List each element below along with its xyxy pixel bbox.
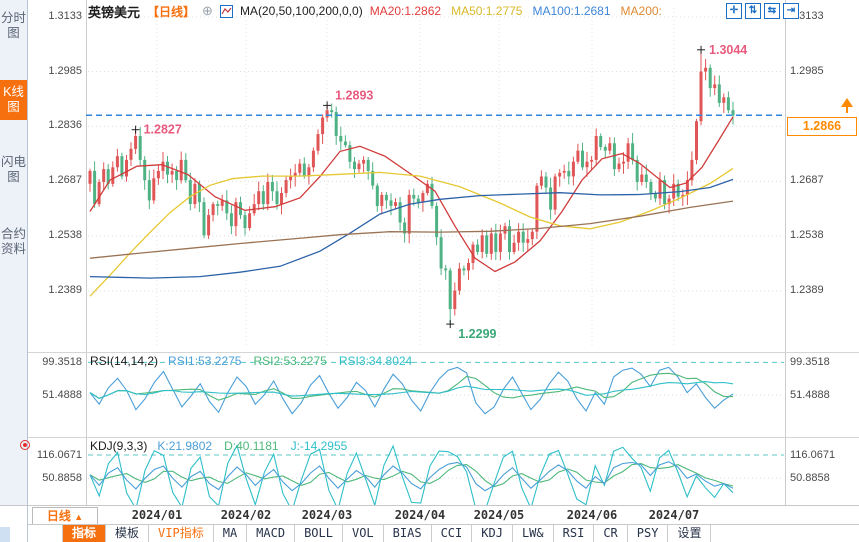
svg-text:1.2827: 1.2827 <box>144 123 182 137</box>
svg-text:1.3044: 1.3044 <box>709 43 747 57</box>
rsi-tick: 51.4888 <box>790 388 830 401</box>
k-readout: K:21.9802 <box>157 439 213 453</box>
period-dropdown-label: 日线 <box>46 509 71 523</box>
date-label: 2024/04 <box>394 508 446 522</box>
kdj-tick: 116.0671 <box>36 449 82 461</box>
rsi3-readout: RSI3:34.8024 <box>338 354 413 368</box>
j-readout: J:-14.2955 <box>290 439 348 453</box>
price-tick: 1.2538 <box>790 229 824 242</box>
ma-parameters: MA(20,50,100,200,0,0) <box>239 4 363 18</box>
tab-psy[interactable]: PSY <box>628 525 669 542</box>
sidebar-tab-contract-info[interactable]: 合约资料 <box>0 227 26 256</box>
rsi-readouts: RSI1:53.2275 RSI2:53.2275 RSI3:34.8024 <box>168 354 412 368</box>
sidebar-tab-lightning-chart[interactable]: 闪电图 <box>0 155 26 184</box>
crosshair-tool-icon[interactable]: ✛ <box>726 3 742 19</box>
price-tick: 1.2985 <box>790 64 824 77</box>
chart-type-sidebar: 分时图 K线图闪电图合约资料 <box>0 0 28 542</box>
corner-chip <box>0 527 10 542</box>
sidebar-tab-time-chart[interactable]: 分时图 <box>0 11 26 40</box>
price-tick: 1.2687 <box>48 174 82 187</box>
sidebar-tab-kline-chart[interactable]: K线图 <box>0 80 27 120</box>
price-tick: 1.2538 <box>48 229 82 242</box>
ma50-readout: MA50:1.2775 <box>451 4 523 18</box>
kdj-tick: 50.8858 <box>790 472 830 484</box>
chart-tools: ✛ ⇅ ⇆ ⇥ <box>726 3 799 19</box>
indicator-style-icon[interactable] <box>219 4 233 18</box>
kdj-chart[interactable] <box>86 438 786 505</box>
kdj-readouts: K:21.9802 D:40.1181 J:-14.2955 <box>157 439 347 453</box>
vip-indicator-icon[interactable] <box>20 440 30 450</box>
rsi-header: RSI(14,14,2) RSI1:53.2275 RSI2:53.2275 RSI… <box>90 354 412 368</box>
scale-axes-icon[interactable]: ⇅ <box>745 3 761 19</box>
chart-header: 英镑美元 【日线】 ⊕ MA(20,50,100,200,0,0) MA20:1… <box>88 2 662 20</box>
price-tick: 1.2389 <box>790 284 824 296</box>
last-price-tag: 1.2866 <box>787 117 857 136</box>
tab-vol[interactable]: VOL <box>343 525 384 542</box>
rsi-chart[interactable] <box>86 353 786 437</box>
rsi-tick: 99.3518 <box>790 356 830 369</box>
tab-rsi[interactable]: RSI <box>554 525 595 542</box>
time-axis-row: 日线 ▲ 2024/01 2024/02 2024/03 2024/04 2024/05… <box>28 505 859 525</box>
tab-vip-indicator[interactable]: VIP指标 <box>149 525 214 542</box>
price-tick: 1.3133 <box>48 10 82 22</box>
indicator-toolbar: 指标 模板 VIP指标 MA MACD BOLL VOL BIAS CCI KDJ LW& RSI CR… <box>28 524 859 542</box>
price-tick: 1.2389 <box>48 284 82 296</box>
d-readout: D:40.1181 <box>224 439 279 453</box>
ma20-readout: MA20:1.2862 <box>369 4 442 18</box>
price-up-arrow-icon <box>841 98 853 107</box>
date-label: 2024/02 <box>220 508 272 522</box>
price-tick: 1.2836 <box>48 119 82 132</box>
tab-settings[interactable]: 设置 <box>668 525 712 542</box>
date-label: 2024/07 <box>648 508 700 522</box>
panel-separator <box>28 352 859 353</box>
pan-axes-icon[interactable]: ⇆ <box>764 3 780 19</box>
tab-template[interactable]: 模板 <box>106 525 150 542</box>
tab-boll[interactable]: BOLL <box>295 525 343 542</box>
price-up-arrow-stem <box>846 107 848 113</box>
tab-macd[interactable]: MACD <box>247 525 296 542</box>
panel-separator <box>28 437 859 438</box>
tab-kdj[interactable]: KDJ <box>472 525 513 542</box>
price-tick: 1.2687 <box>790 174 824 187</box>
goto-latest-icon[interactable]: ⇥ <box>783 3 799 19</box>
date-label: 2024/05 <box>473 508 525 522</box>
period-label: 【日线】 <box>147 4 196 19</box>
main-chart[interactable]: 1.2827 1.2893 1.3044 1.2299 <box>86 0 786 352</box>
tab-cr[interactable]: CR <box>594 525 628 542</box>
kdj-tick: 116.0671 <box>790 449 836 461</box>
rsi1-readout: RSI1:53.2275 <box>168 354 242 368</box>
kdj-header: KDJ(9,3,3) K:21.9802 D:40.1181 J:-14.2955 <box>90 439 347 453</box>
date-label: 2024/01 <box>131 508 183 522</box>
kdj-title: KDJ(9,3,3) <box>90 439 148 453</box>
tab-indicator[interactable]: 指标 <box>62 525 107 542</box>
dropdown-arrow-icon: ▲ <box>74 512 84 522</box>
rsi2-readout: RSI2:53.2275 <box>253 354 327 368</box>
date-label: 2024/06 <box>566 508 618 522</box>
tab-ma[interactable]: MA <box>214 525 248 542</box>
kdj-tick: 50.8858 <box>42 472 82 484</box>
svg-text:1.2299: 1.2299 <box>458 327 496 341</box>
rsi-title: RSI(14,14,2) <box>90 354 159 368</box>
rsi-tick: 99.3518 <box>42 356 82 369</box>
symbol-name: 英镑美元 <box>88 4 141 20</box>
tab-bias[interactable]: BIAS <box>384 525 432 542</box>
rsi-tick: 51.4888 <box>42 388 82 401</box>
price-tick: 1.2985 <box>48 64 82 77</box>
ma200-readout: MA200: <box>620 4 662 18</box>
period-dropdown-button[interactable]: 日线 ▲ <box>32 507 98 525</box>
date-label: 2024/03 <box>301 508 353 522</box>
add-compare-icon[interactable]: ⊕ <box>202 3 213 18</box>
ma-readouts: MA20:1.2862 MA50:1.2775 MA100:1.2681 MA200: <box>370 4 662 18</box>
svg-text:1.2893: 1.2893 <box>335 88 373 102</box>
ma100-readout: MA100:1.2681 <box>532 4 611 18</box>
tab-lw[interactable]: LW& <box>513 525 554 542</box>
tab-cci[interactable]: CCI <box>432 525 473 542</box>
